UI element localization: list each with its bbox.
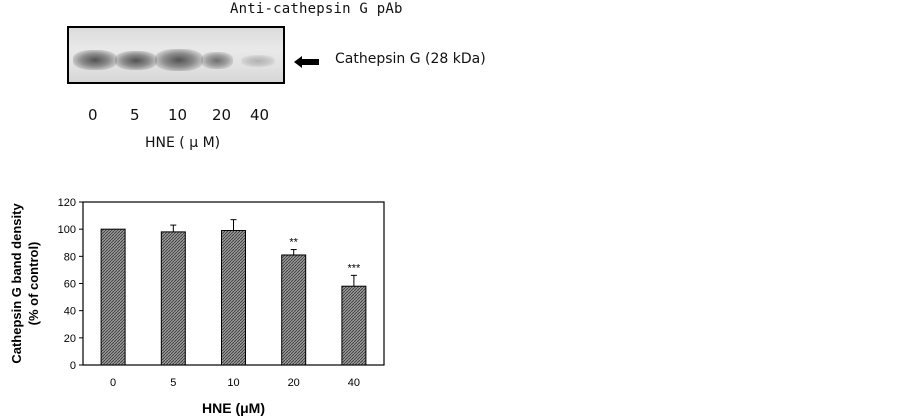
x-tick-label: 0 (110, 377, 116, 389)
plot-area: 0 20 40 60 80 100 120 0 5 10 ** 20 *** 40 (58, 197, 385, 389)
blot-band-lane-10 (155, 49, 203, 71)
blot-title: Anti-cathepsin G pAb (230, 1, 403, 17)
x-tick-label: 5 (170, 377, 176, 389)
lane-label: 40 (250, 106, 270, 124)
x-tick-label: 20 (288, 377, 300, 389)
blot-band-lane-0 (73, 50, 117, 70)
y-axis-title-line1: Cathepsin G band density (9, 203, 24, 364)
x-axis-title: HNE (μM) (202, 400, 265, 416)
lane-label: 5 (130, 106, 140, 124)
blot-band-lane-40 (241, 55, 275, 67)
y-axis-title-line2: (% of control) (26, 242, 41, 326)
x-tick-label: 10 (227, 377, 239, 389)
western-blot-image (67, 26, 285, 84)
bar (160, 231, 186, 366)
left-arrow-icon (294, 56, 319, 68)
significance-annotation: *** (347, 262, 361, 274)
blot-band-label: Cathepsin G (28 kDa) (335, 51, 486, 67)
y-tick-label: 100 (58, 224, 76, 236)
y-axis-title: Cathepsin G band density (% of control) (9, 203, 41, 364)
y-tick-label: 80 (64, 251, 76, 263)
x-tick-label: 40 (348, 377, 360, 389)
lane-label: 10 (168, 106, 188, 124)
blot-band-lane-20 (201, 52, 233, 69)
y-tick-label: 0 (70, 360, 76, 372)
bar (100, 228, 126, 366)
significance-annotation: ** (289, 237, 298, 249)
y-tick-label: 60 (64, 279, 76, 291)
y-tick-label: 120 (58, 197, 76, 209)
blot-x-axis-label: HNE ( μ M) (145, 135, 221, 151)
y-tick-label: 20 (64, 333, 76, 345)
blot-band-lane-5 (115, 51, 157, 70)
bar (341, 285, 367, 366)
bar (281, 254, 307, 366)
lane-label: 0 (88, 106, 98, 124)
bar (221, 230, 246, 366)
y-tick-label: 40 (64, 306, 76, 318)
lane-label: 20 (212, 106, 232, 124)
